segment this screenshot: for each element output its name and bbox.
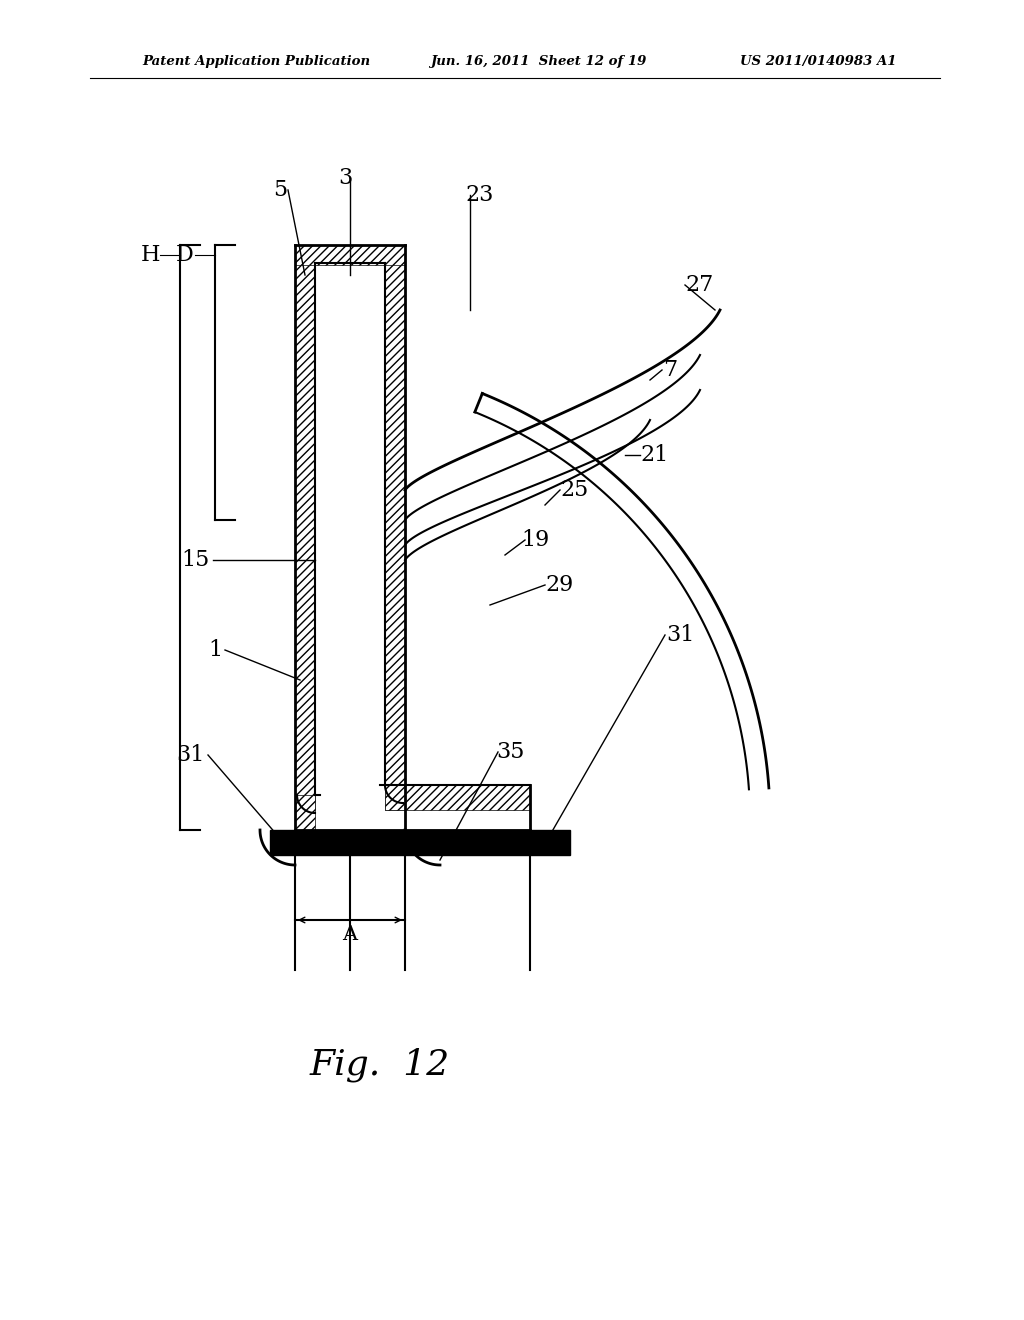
Polygon shape (295, 246, 406, 265)
Text: A: A (342, 925, 357, 945)
Text: 31: 31 (666, 624, 694, 645)
Text: 1: 1 (208, 639, 222, 661)
Text: 3: 3 (338, 168, 352, 189)
Text: Jun. 16, 2011  Sheet 12 of 19: Jun. 16, 2011 Sheet 12 of 19 (430, 55, 646, 69)
Text: 15: 15 (181, 549, 209, 572)
Polygon shape (385, 246, 406, 810)
Text: 29: 29 (546, 574, 574, 597)
Text: 31: 31 (176, 744, 204, 766)
Text: H: H (140, 244, 160, 267)
Text: Fig.  12: Fig. 12 (310, 1048, 451, 1082)
Polygon shape (385, 785, 530, 810)
Text: 19: 19 (521, 529, 549, 550)
Text: 5: 5 (273, 180, 287, 201)
Text: D: D (176, 244, 194, 267)
Text: 7: 7 (663, 359, 677, 381)
Text: US 2011/0140983 A1: US 2011/0140983 A1 (740, 55, 896, 69)
Text: 23: 23 (466, 183, 495, 206)
Text: Patent Application Publication: Patent Application Publication (142, 55, 370, 69)
Bar (295, 246, 406, 810)
Text: 35: 35 (496, 741, 524, 763)
Polygon shape (295, 795, 315, 830)
Text: 21: 21 (641, 444, 669, 466)
Text: 27: 27 (686, 275, 714, 296)
Polygon shape (295, 246, 315, 810)
Text: 25: 25 (561, 479, 589, 502)
Bar (270, 830, 570, 855)
